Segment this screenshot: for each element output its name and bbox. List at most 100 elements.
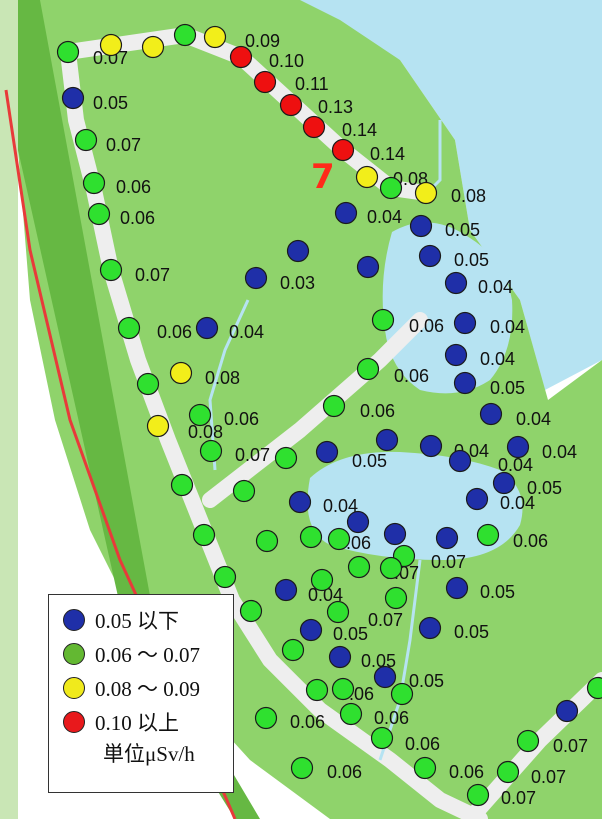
measurement-point-blue	[506, 435, 530, 459]
measurement-point-green	[199, 439, 223, 463]
dose-value-label: 0.06	[116, 177, 151, 197]
dose-value-label: 0.05	[352, 451, 387, 471]
measurement-point-green	[356, 357, 380, 381]
measurement-point-blue	[555, 699, 579, 723]
dose-value-label: 0.07	[531, 767, 566, 787]
dose-value-label: 0.07	[553, 736, 588, 756]
measurement-point-green	[339, 702, 363, 726]
dose-value-label: 0.07	[135, 265, 170, 285]
legend-label: 0.10 以上	[95, 711, 179, 735]
measurement-point-blue	[465, 487, 489, 511]
measurement-point-blue	[346, 510, 370, 534]
legend-label: 0.05 以下	[95, 609, 179, 633]
dose-value-label: 0.04	[498, 455, 533, 475]
measurement-point-blue	[274, 578, 298, 602]
dose-value-label: 0.04	[323, 496, 358, 516]
measurement-point-blue	[375, 428, 399, 452]
measurement-point-green	[586, 676, 602, 700]
pond-north	[382, 222, 513, 394]
measurement-point-blue	[453, 371, 477, 395]
measurement-point-green	[290, 756, 314, 780]
measurement-point-blue	[334, 201, 358, 225]
dose-value-label: 0.06	[224, 409, 259, 429]
measurement-point-green	[466, 783, 490, 807]
measurement-point-blue	[418, 244, 442, 268]
dose-value-label: 0.05	[93, 93, 128, 113]
measurement-point-green	[516, 729, 540, 753]
dose-value-label: 0.04	[229, 322, 264, 342]
dose-value-label: 0.05	[445, 220, 480, 240]
legend-item-low: 0.05 以下	[63, 603, 233, 637]
measurement-point-green	[232, 479, 256, 503]
dose-value-label: 0.04	[367, 207, 402, 227]
measurement-point-yellow	[169, 361, 193, 385]
measurement-point-green	[413, 756, 437, 780]
dose-value-label: 0.07	[501, 788, 536, 808]
measurement-point-green	[274, 446, 298, 470]
measurement-point-green	[56, 40, 80, 64]
dose-value-label: 0.11	[295, 74, 329, 94]
measurement-point-green	[74, 128, 98, 152]
measurement-point-green	[173, 23, 197, 47]
dose-value-label: 0.05	[527, 478, 562, 498]
measurement-point-green	[327, 527, 351, 551]
legend-item-mid: 0.06 ～ 0.07	[63, 637, 233, 671]
measurement-point-green	[371, 308, 395, 332]
measurement-point-green	[379, 176, 403, 200]
measurement-point-blue	[356, 255, 380, 279]
measurement-point-yellow	[414, 181, 438, 205]
measurement-point-green	[255, 529, 279, 553]
measurement-point-blue	[445, 576, 469, 600]
measurement-point-green	[476, 523, 500, 547]
measurement-point-blue	[61, 86, 85, 110]
measurement-point-green	[331, 677, 355, 701]
measurement-point-green	[496, 760, 520, 784]
measurement-point-blue	[373, 665, 397, 689]
measurement-point-blue	[448, 449, 472, 473]
measurement-point-yellow	[203, 25, 227, 49]
legend-item-high: 0.08 ～ 0.09	[63, 671, 233, 705]
measurement-point-blue	[288, 490, 312, 514]
measurement-points	[56, 23, 602, 807]
legend: 0.05 以下 0.06 ～ 0.07 0.08 ～ 0.09 0.10 以上 …	[48, 594, 234, 793]
measurement-point-blue	[286, 239, 310, 263]
dose-value-label: 0.06	[374, 708, 409, 728]
legend-unit: 単位μSv/h	[103, 742, 195, 766]
dose-value-label: 0.05	[454, 622, 489, 642]
measurement-point-green	[239, 599, 263, 623]
dose-value-label: 0.06	[513, 531, 548, 551]
measurement-point-green	[305, 678, 329, 702]
measurement-point-green	[281, 638, 305, 662]
dose-value-label: 0.10	[269, 51, 304, 71]
dose-value-label: 0.04	[490, 317, 525, 337]
dose-value-label: 0.09	[245, 31, 280, 51]
dose-value-label: 0.05	[480, 582, 515, 602]
measurement-point-yellow	[355, 165, 379, 189]
dose-value-label: 0.06	[360, 401, 395, 421]
measurement-point-green	[390, 682, 414, 706]
measurement-point-red	[279, 93, 303, 117]
measurement-point-green	[99, 258, 123, 282]
measurement-point-red	[229, 45, 253, 69]
measurement-point-green	[213, 565, 237, 589]
dose-value-label: 0.06	[409, 316, 444, 336]
dose-value-label: 0.04	[542, 442, 577, 462]
measurement-point-green	[188, 403, 212, 427]
dose-value-label: 0.06	[290, 712, 325, 732]
dose-value-label: 0.05	[490, 378, 525, 398]
legend-swatch-blue	[63, 609, 85, 631]
measurement-point-green	[322, 394, 346, 418]
dose-value-label: 0.06	[405, 734, 440, 754]
dose-value-label: 0.08	[451, 186, 486, 206]
dose-value-label: 0.06	[327, 762, 362, 782]
dose-value-label: 0.07	[431, 552, 466, 572]
dose-value-label: 0.07	[106, 135, 141, 155]
location-marker-number: 7	[311, 157, 335, 197]
dose-value-label: 0.07	[93, 48, 128, 68]
dose-value-label: 0.14	[342, 120, 377, 140]
measurement-point-blue	[418, 616, 442, 640]
dose-value-label: 0.06	[157, 322, 192, 342]
measurement-point-blue	[315, 440, 339, 464]
measurement-point-red	[253, 70, 277, 94]
